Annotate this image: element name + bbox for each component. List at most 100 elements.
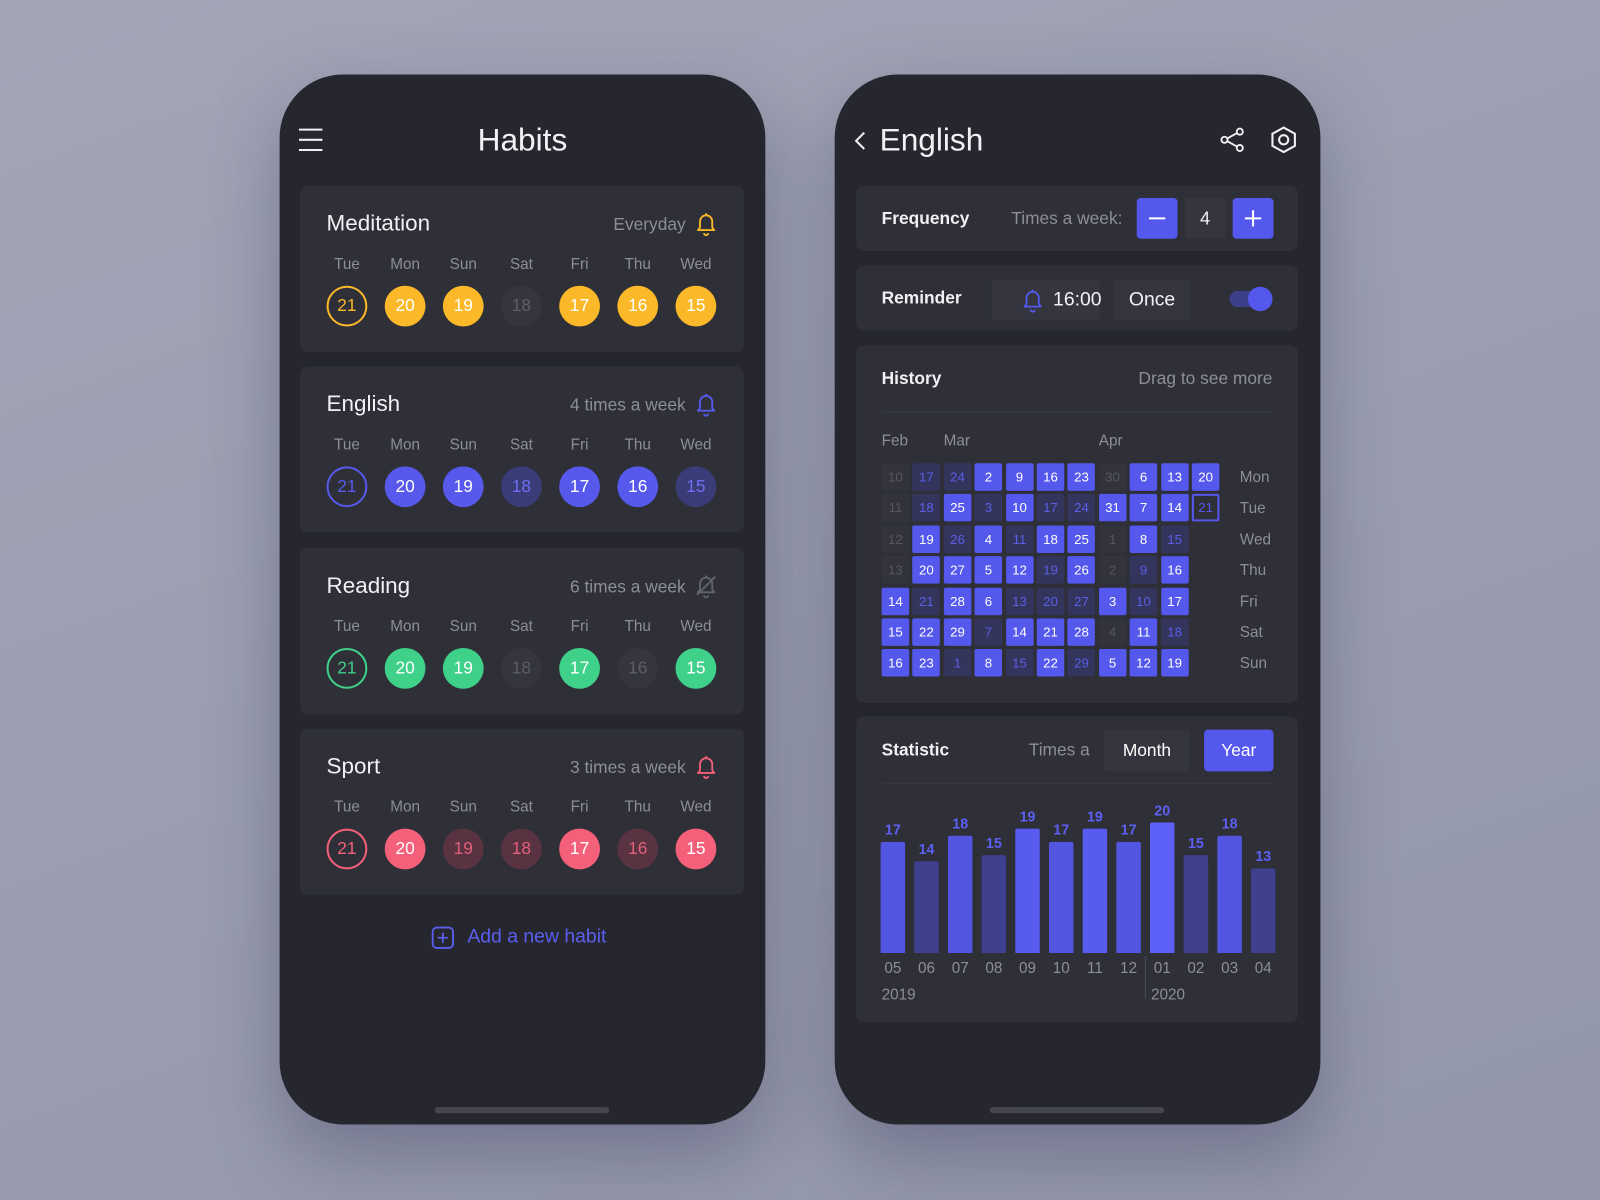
history-day[interactable]: 4	[974, 525, 1003, 553]
history-day[interactable]: 27	[943, 556, 972, 584]
day-circle[interactable]: 21	[326, 466, 368, 508]
history-day[interactable]: 20	[1191, 463, 1220, 491]
history-day[interactable]: 19	[1160, 649, 1189, 677]
day-circle[interactable]: 18	[501, 466, 542, 508]
history-day[interactable]: 17	[1160, 587, 1189, 615]
history-day[interactable]: 16	[881, 649, 910, 677]
day-circle[interactable]: 19	[442, 828, 484, 870]
history-day[interactable]: 14	[881, 587, 910, 615]
add-icon[interactable]	[431, 926, 454, 949]
history-day[interactable]: 3	[974, 494, 1003, 522]
history-day[interactable]: 11	[1129, 618, 1158, 646]
toggle-knob[interactable]	[1247, 286, 1273, 312]
day-circle[interactable]: 16	[617, 285, 659, 327]
history-day[interactable]: 12	[881, 525, 910, 553]
history-day[interactable]: 30	[1098, 463, 1127, 491]
reminder-bell[interactable]	[695, 211, 717, 237]
reminder-bell[interactable]	[695, 392, 717, 418]
history-day[interactable]: 12	[1129, 649, 1158, 677]
history-day[interactable]: 28	[1067, 618, 1096, 646]
history-day[interactable]: 11	[881, 494, 910, 522]
history-day[interactable]: 15	[1005, 649, 1034, 677]
day-circle[interactable]: 17	[559, 828, 600, 870]
history-day[interactable]: 15	[881, 618, 910, 646]
history-day[interactable]: 2	[974, 463, 1003, 491]
history-day[interactable]: 15	[1160, 525, 1189, 553]
day-circle[interactable]: 21	[326, 285, 368, 327]
day-circle[interactable]: 19	[442, 647, 484, 689]
day-circle[interactable]: 21	[326, 828, 368, 870]
day-circle[interactable]: 16	[617, 828, 659, 870]
history-day[interactable]: 6	[974, 587, 1003, 615]
history-day[interactable]: 12	[1005, 556, 1034, 584]
history-day[interactable]: 18	[1160, 618, 1189, 646]
history-day[interactable]: 17	[912, 463, 941, 491]
day-circle[interactable]: 19	[442, 466, 484, 508]
history-day[interactable]: 5	[1098, 649, 1127, 677]
reminder-bell[interactable]	[695, 754, 717, 780]
back-button[interactable]	[854, 131, 866, 150]
history-day[interactable]: 19	[912, 525, 941, 553]
share-button[interactable]	[1220, 127, 1244, 152]
history-day[interactable]: 8	[974, 649, 1003, 677]
history-day[interactable]: 18	[1036, 525, 1065, 553]
history-day[interactable]: 19	[1036, 556, 1065, 584]
history-day[interactable]: 10	[1129, 587, 1158, 615]
history-day[interactable]: 21	[912, 587, 941, 615]
day-circle[interactable]: 17	[559, 647, 600, 689]
history-day[interactable]: 26	[943, 525, 972, 553]
history-day[interactable]: 27	[1067, 587, 1096, 615]
day-circle[interactable]: 19	[442, 285, 484, 327]
history-day[interactable]: 25	[943, 494, 972, 522]
day-circle[interactable]: 17	[559, 466, 600, 508]
history-day[interactable]: 28	[943, 587, 972, 615]
history-day[interactable]: 29	[1067, 649, 1096, 677]
day-circle[interactable]: 16	[617, 466, 659, 508]
period-option[interactable]: Year	[1204, 729, 1274, 772]
day-circle[interactable]: 15	[675, 828, 717, 870]
day-circle[interactable]: 20	[384, 285, 426, 327]
history-day[interactable]: 21	[1191, 494, 1220, 522]
history-day[interactable]: 21	[1036, 618, 1065, 646]
day-circle[interactable]: 18	[501, 285, 542, 327]
settings-button[interactable]	[1270, 126, 1297, 154]
history-day[interactable]: 7	[974, 618, 1003, 646]
history-day[interactable]: 31	[1098, 494, 1127, 522]
day-circle[interactable]: 20	[384, 466, 426, 508]
history-day[interactable]: 13	[1005, 587, 1034, 615]
time-button[interactable]	[991, 279, 1100, 321]
reminder-off[interactable]	[695, 573, 717, 599]
history-day[interactable]: 4	[1098, 618, 1127, 646]
history-day[interactable]: 7	[1129, 494, 1158, 522]
day-circle[interactable]: 20	[384, 828, 426, 870]
history-day[interactable]: 16	[1160, 556, 1189, 584]
history-day[interactable]: 18	[912, 494, 941, 522]
history-day[interactable]: 16	[1036, 463, 1065, 491]
history-day[interactable]: 23	[912, 649, 941, 677]
day-circle[interactable]: 17	[559, 285, 600, 327]
menu-button[interactable]	[298, 128, 323, 152]
period-option[interactable]: Month	[1104, 729, 1190, 772]
history-day[interactable]: 2	[1098, 556, 1127, 584]
history-day[interactable]: 22	[1036, 649, 1065, 677]
day-circle[interactable]: 16	[617, 647, 659, 689]
day-circle[interactable]: 20	[384, 647, 426, 689]
day-circle[interactable]: 15	[675, 647, 717, 689]
add-habit-button[interactable]: Add a new habit	[467, 926, 607, 948]
history-day[interactable]: 14	[1160, 494, 1189, 522]
history-day[interactable]: 3	[1098, 587, 1127, 615]
repeat-button[interactable]	[1113, 279, 1191, 321]
history-day[interactable]: 6	[1129, 463, 1158, 491]
day-circle[interactable]: 15	[675, 466, 717, 508]
history-day[interactable]: 8	[1129, 525, 1158, 553]
history-day[interactable]: 1	[943, 649, 972, 677]
history-day[interactable]: 10	[881, 463, 910, 491]
history-day[interactable]: 29	[943, 618, 972, 646]
history-day[interactable]: 1	[1098, 525, 1127, 553]
day-circle[interactable]: 18	[501, 828, 542, 870]
history-day[interactable]: 13	[881, 556, 910, 584]
history-day[interactable]: 26	[1067, 556, 1096, 584]
day-circle[interactable]: 21	[326, 647, 368, 689]
history-day[interactable]: 11	[1005, 525, 1034, 553]
history-day[interactable]: 22	[912, 618, 941, 646]
